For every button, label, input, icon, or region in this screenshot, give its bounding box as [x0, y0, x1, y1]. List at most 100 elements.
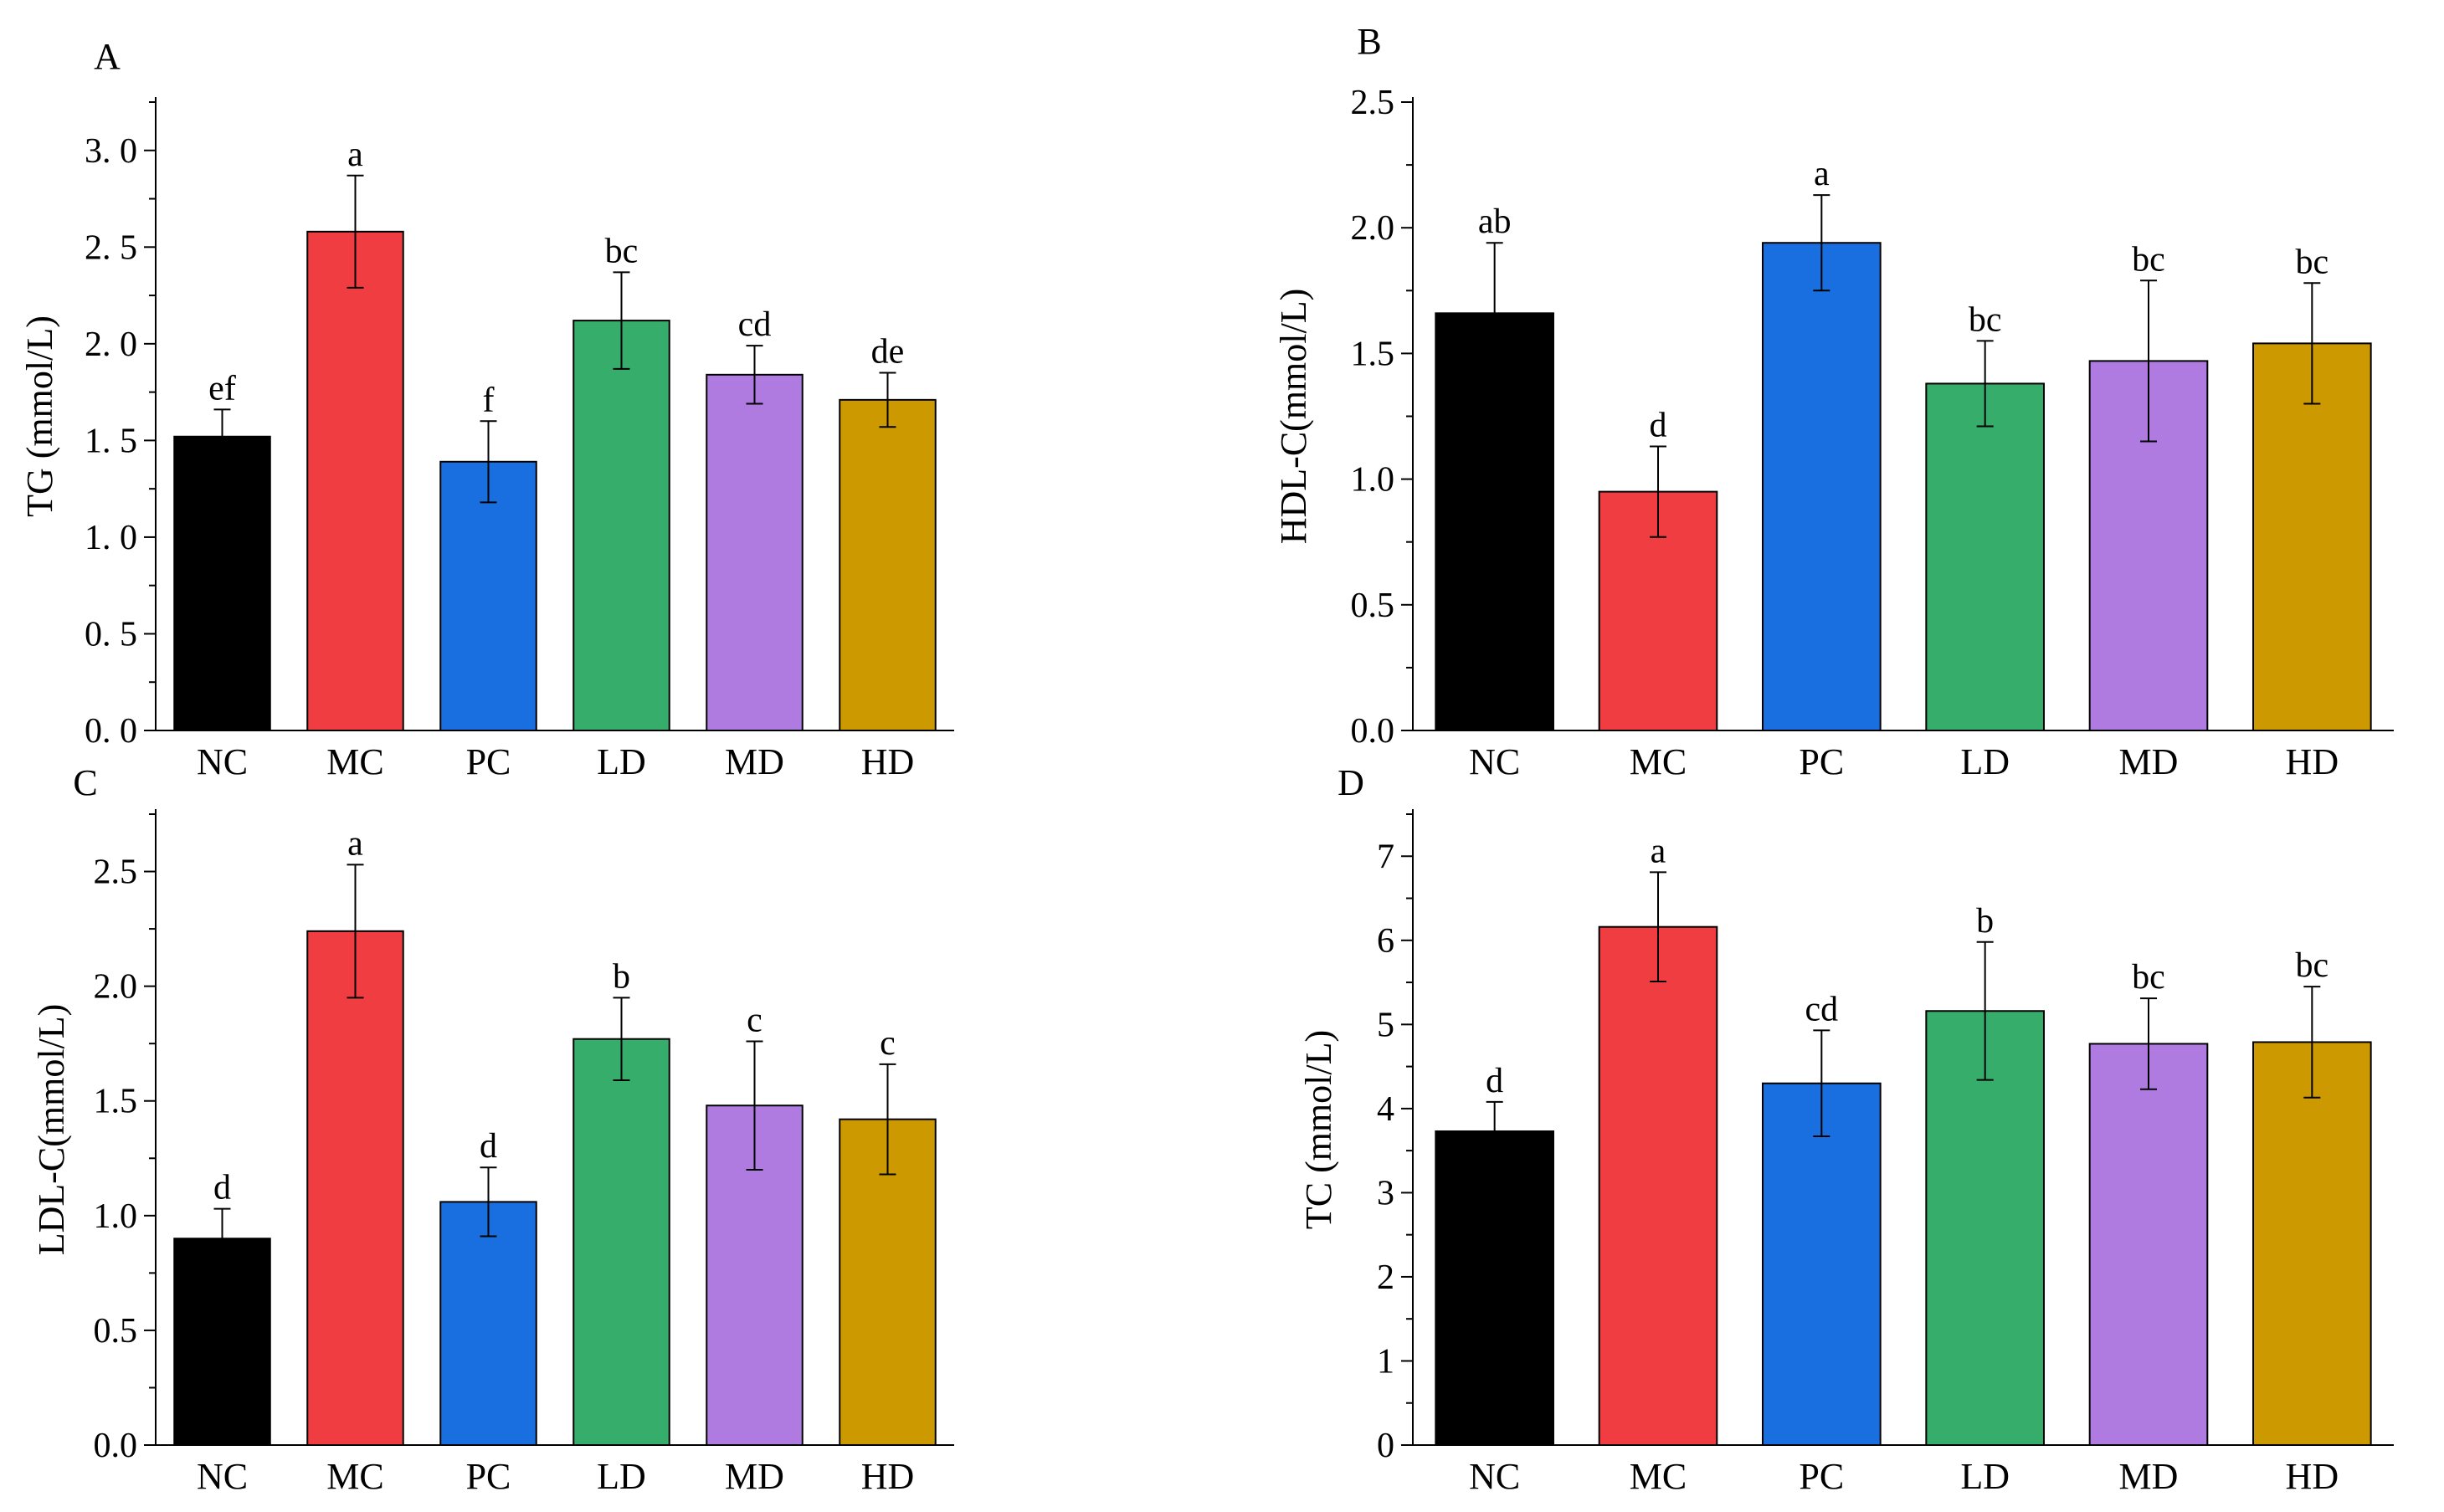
- y-tick-label-d-5: 5: [1377, 1006, 1394, 1044]
- y-axis-title-d: TC (mmol/L): [1298, 1030, 1339, 1229]
- sig-label-d-nc: d: [1486, 1062, 1503, 1100]
- sig-label-c-hd: c: [880, 1024, 896, 1063]
- bar-c-pc: [439, 1201, 537, 1447]
- sig-label-a-ld: bc: [605, 232, 639, 270]
- y-tick-label-a-6: 3. 0: [85, 132, 137, 171]
- error-bar-a-nc: [213, 408, 231, 465]
- x-tick-label-d-ld: LD: [1960, 1456, 2010, 1497]
- error-bar-b-pc: [1813, 194, 1830, 292]
- error-bar-c-nc: [213, 1207, 231, 1269]
- panel-letter-c: C: [73, 762, 97, 803]
- sig-label-a-mc: a: [347, 136, 363, 174]
- bar-d-md: [2088, 1043, 2209, 1447]
- x-tick-label-c-hd: HD: [861, 1456, 915, 1497]
- sig-label-a-hd: de: [871, 333, 905, 372]
- sig-label-b-hd: bc: [2296, 243, 2329, 281]
- bar-d-ld: [1925, 1010, 2045, 1447]
- y-tick-label-c-5: 2.5: [94, 853, 138, 892]
- error-bar-d-pc: [1813, 1029, 1830, 1138]
- x-tick-label-d-mc: MC: [1630, 1456, 1687, 1497]
- y-tick-label-d-3: 3: [1377, 1174, 1394, 1212]
- x-tick-label-c-nc: NC: [197, 1456, 248, 1497]
- y-tick-label-c-2: 1.0: [94, 1197, 138, 1236]
- bar-d-nc: [1435, 1130, 1554, 1446]
- sig-label-d-hd: bc: [2296, 946, 2329, 985]
- y-tick-label-d-6: 6: [1377, 922, 1394, 961]
- y-tick-label-b-0: 0.0: [1351, 712, 1395, 751]
- bar-a-md: [706, 373, 804, 731]
- sig-label-c-mc: a: [347, 824, 363, 863]
- error-bar-b-ld: [1976, 340, 1994, 428]
- x-tick-label-b-pc: PC: [1799, 741, 1844, 782]
- x-tick-label-a-mc: MC: [326, 741, 383, 782]
- sig-label-c-md: c: [747, 1001, 762, 1039]
- x-tick-label-d-pc: PC: [1799, 1456, 1844, 1497]
- sig-label-a-nc: ef: [208, 369, 236, 407]
- x-tick-label-a-hd: HD: [861, 741, 915, 782]
- x-tick-label-a-nc: NC: [197, 741, 248, 782]
- y-tick-label-a-1: 0. 5: [85, 615, 137, 653]
- y-tick-label-c-4: 2.0: [94, 968, 138, 1007]
- y-tick-label-d-0: 0: [1377, 1427, 1394, 1465]
- y-tick-label-c-3: 1.5: [94, 1083, 138, 1121]
- sig-label-d-pc: cd: [1805, 990, 1839, 1028]
- y-axis-title-a: TG (mmol/L): [19, 315, 60, 517]
- y-tick-label-b-4: 2.0: [1351, 209, 1395, 248]
- y-tick-label-b-3: 1.5: [1351, 335, 1395, 373]
- bar-a-hd: [839, 398, 937, 731]
- panel-letter-b: B: [1357, 21, 1381, 62]
- sig-label-d-mc: a: [1651, 832, 1666, 870]
- panel-letter-d: D: [1338, 762, 1364, 803]
- error-bar-d-md: [2140, 997, 2157, 1090]
- y-tick-label-b-5: 2.5: [1351, 84, 1395, 122]
- y-tick-label-a-0: 0. 0: [85, 712, 137, 751]
- sig-label-c-ld: b: [613, 957, 630, 996]
- sig-label-b-ld: bc: [1969, 300, 2002, 339]
- error-bar-d-ld: [1976, 941, 1994, 1081]
- error-bar-b-nc: [1486, 242, 1503, 385]
- bar-a-mc: [306, 230, 404, 731]
- sig-label-d-md: bc: [2132, 958, 2165, 997]
- y-tick-label-a-3: 1. 5: [85, 422, 137, 460]
- y-tick-label-c-1: 0.5: [94, 1312, 138, 1351]
- x-tick-label-b-hd: HD: [2286, 741, 2339, 782]
- error-bar-c-ld: [613, 997, 630, 1082]
- x-tick-label-d-md: MD: [2119, 1456, 2179, 1497]
- x-tick-label-c-pc: PC: [466, 1456, 511, 1497]
- error-bar-a-mc: [347, 174, 364, 289]
- sig-label-b-nc: ab: [1478, 202, 1512, 241]
- x-tick-label-a-pc: PC: [466, 741, 511, 782]
- error-bar-a-pc: [480, 420, 497, 504]
- bar-c-mc: [306, 930, 404, 1447]
- error-bar-c-hd: [879, 1063, 896, 1176]
- y-tick-label-d-1: 1: [1377, 1342, 1394, 1381]
- y-tick-label-a-5: 2. 5: [85, 228, 137, 267]
- x-tick-label-c-md: MD: [725, 1456, 784, 1497]
- y-tick-label-b-2: 1.0: [1351, 461, 1395, 500]
- x-tick-label-d-hd: HD: [2286, 1456, 2339, 1497]
- error-bar-a-ld: [613, 271, 630, 370]
- bar-d-hd: [2252, 1041, 2372, 1446]
- sig-label-a-pc: f: [483, 381, 495, 419]
- y-tick-label-b-1: 0.5: [1351, 587, 1395, 625]
- bar-b-ld: [1925, 382, 2045, 731]
- bar-d-pc: [1762, 1082, 1882, 1446]
- y-tick-label-d-2: 2: [1377, 1258, 1394, 1297]
- error-bar-d-mc: [1650, 871, 1666, 983]
- y-tick-label-a-4: 2. 0: [85, 325, 137, 364]
- x-tick-label-b-mc: MC: [1630, 741, 1687, 782]
- x-tick-label-c-mc: MC: [326, 1456, 383, 1497]
- error-bar-c-pc: [480, 1166, 497, 1238]
- x-tick-label-d-nc: NC: [1469, 1456, 1520, 1497]
- y-tick-label-c-0: 0.0: [94, 1427, 138, 1465]
- x-tick-label-a-ld: LD: [597, 741, 646, 782]
- error-bar-a-md: [746, 345, 763, 405]
- sig-label-b-mc: d: [1650, 407, 1667, 445]
- y-axis-title-c: LDL-C(mmol/L): [31, 1004, 72, 1256]
- x-tick-label-c-ld: LD: [597, 1456, 646, 1497]
- sig-label-c-pc: d: [480, 1127, 497, 1166]
- panel-b: Bab NC d MC a PC bc LD bc MD bc HD 0.0 0.5 1.0 1.5 2.0 2.…: [1273, 21, 2394, 782]
- bar-c-nc: [173, 1238, 271, 1446]
- error-bar-b-md: [2140, 279, 2157, 443]
